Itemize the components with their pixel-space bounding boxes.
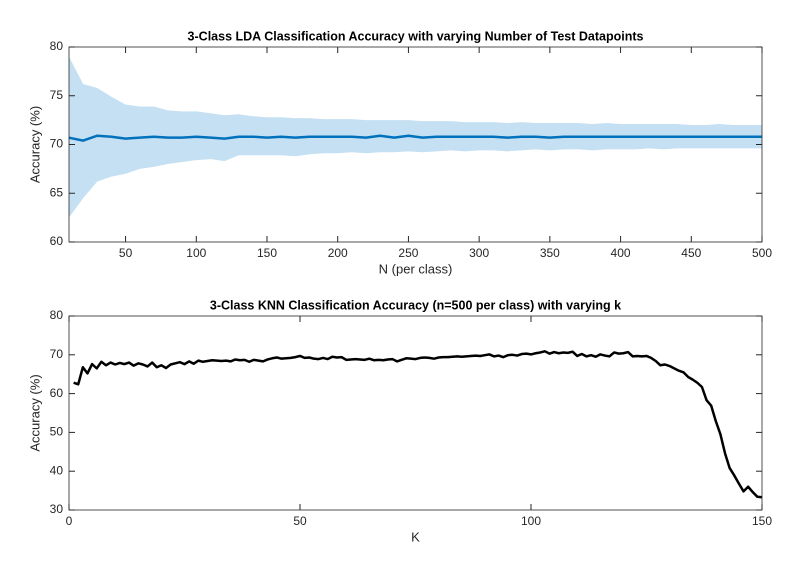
x-tick-label: 350 [540,246,560,260]
x-axis-label: N (per class) [379,261,453,276]
y-axis-label: Accuracy (%) [27,374,42,451]
chart-title: 3-Class KNN Classification Accuracy (n=5… [210,298,621,312]
x-axis-label: K [411,529,420,544]
x-tick-label: 450 [681,246,701,260]
plot-box [68,315,763,511]
y-tick-label: 80 [50,39,64,53]
y-tick-label: 65 [50,185,64,199]
y-tick-label: 60 [50,386,64,400]
y-tick-label: 40 [50,463,64,477]
y-tick-label: 80 [50,308,64,322]
x-tick-label: 100 [521,514,541,528]
x-tick-label: 300 [469,246,489,260]
x-tick-label: 50 [293,514,307,528]
y-tick-label: 30 [50,502,64,516]
data-line [73,350,763,499]
y-axis-label: Accuracy (%) [27,106,42,183]
x-tick-label: 150 [752,514,772,528]
y-tick-label: 70 [50,347,64,361]
y-tick-label: 50 [50,425,64,439]
y-tick-label: 60 [50,234,64,248]
x-tick-label: 200 [328,246,348,260]
x-tick-label: 50 [119,246,133,260]
x-tick-label: 150 [257,246,277,260]
x-tick-label: 0 [66,514,73,528]
y-tick-label: 75 [50,88,64,102]
data-line [68,134,762,142]
y-tick-label: 70 [50,137,64,151]
x-tick-label: 500 [752,246,772,260]
chart-title: 3-Class LDA Classification Accuracy with… [188,29,644,43]
x-tick-label: 400 [611,246,631,260]
x-tick-label: 100 [186,246,206,260]
x-tick-label: 250 [398,246,418,260]
